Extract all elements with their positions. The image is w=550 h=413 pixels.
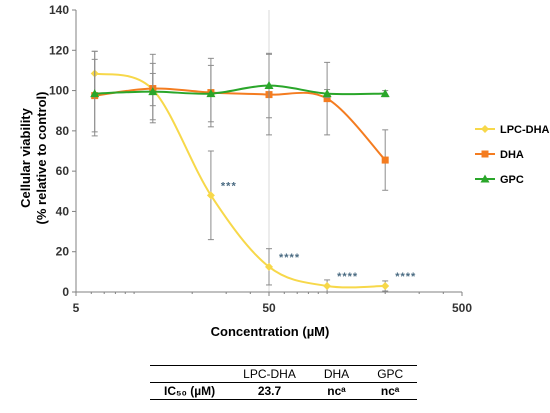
ic50-col-gpc: GPC — [363, 365, 418, 383]
data-point — [322, 89, 332, 98]
data-point — [323, 95, 331, 103]
legend-label: DHA — [500, 149, 524, 161]
legend-label: LPC-DHA — [500, 124, 550, 136]
legend: LPC-DHA DHA GPC — [475, 124, 550, 186]
ic50-table: LPC-DHA DHA GPC IC₅₀ (µM) 23.7 ncᵃ ncᵃ — [150, 365, 418, 400]
y-tick-label: 140 — [49, 3, 69, 17]
ic50-value-dha: ncᵃ — [309, 382, 364, 400]
significance-marker: **** — [279, 252, 300, 264]
data-point — [380, 89, 390, 98]
series-dha — [91, 53, 389, 191]
ic50-col-dha: DHA — [309, 365, 364, 383]
y-tick-label: 0 — [62, 285, 69, 299]
ic50-row-label: IC₅₀ (µM) — [150, 382, 230, 400]
data-point — [148, 87, 158, 96]
data-point — [206, 191, 215, 200]
ic50-value-lpc-dha: 23.7 — [229, 382, 310, 400]
x-tick-label: 50 — [262, 301, 276, 315]
data-point — [323, 281, 332, 290]
ic50-value-gpc: ncᵃ — [363, 382, 418, 400]
legend-swatch-marker — [481, 125, 489, 133]
data-point — [265, 262, 273, 271]
legend-label: GPC — [500, 174, 524, 186]
x-tick-label: 500 — [452, 301, 472, 315]
x-tick-label: 5 — [73, 301, 80, 315]
data-point — [206, 89, 216, 98]
legend-swatch-marker — [481, 150, 489, 158]
y-tick-label: 80 — [56, 124, 70, 138]
data-point — [264, 81, 274, 90]
series-gpc — [90, 50, 390, 137]
data-point — [90, 89, 100, 98]
legend-item-gpc: GPC — [475, 174, 524, 186]
series-line-dha — [94, 87, 386, 161]
significance-marker: **** — [395, 271, 416, 283]
y-axis-title-line2: (% relative to control) — [34, 92, 49, 225]
legend-swatch-marker — [480, 174, 490, 183]
y-axis-title-line1: Cellular viability — [18, 107, 33, 207]
ic50-corner — [150, 365, 230, 383]
ic50-col-lpc-dha: LPC-DHA — [229, 365, 310, 383]
y-tick-label: 20 — [56, 245, 70, 259]
legend-item-lpc-dha: LPC-DHA — [475, 124, 550, 136]
significance-marker: **** — [337, 271, 358, 283]
y-tick-label: 120 — [49, 43, 69, 57]
data-point — [381, 281, 390, 290]
significance-marker: *** — [221, 180, 237, 192]
ic50-value-row: IC₅₀ (µM) 23.7 ncᵃ ncᵃ — [150, 382, 418, 400]
y-tick-label: 100 — [49, 84, 69, 98]
x-axis-title: Concentration (µM) — [211, 324, 330, 339]
series-line-gpc — [94, 84, 386, 96]
data-point — [381, 156, 389, 164]
series-lpc-dha — [90, 50, 390, 293]
y-tick-label: 60 — [56, 164, 70, 178]
legend-item-dha: DHA — [475, 149, 524, 161]
series-line-lpc-dha — [94, 72, 386, 289]
y-tick-label: 40 — [56, 204, 70, 218]
ic50-header-row: LPC-DHA DHA GPC — [150, 365, 418, 383]
